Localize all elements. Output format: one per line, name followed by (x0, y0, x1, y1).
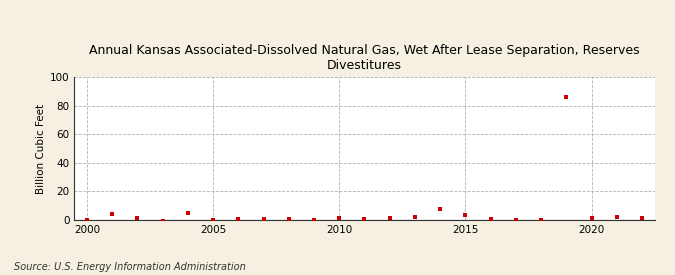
Point (637, 216, 647, 220)
Point (82, 218, 92, 222)
Y-axis label: Billion Cubic Feet: Billion Cubic Feet (36, 103, 46, 194)
Point (485, 216, 496, 221)
Point (233, 217, 244, 221)
Point (587, 216, 597, 220)
Point (208, 218, 219, 223)
Text: Source: U.S. Energy Information Administration: Source: U.S. Energy Information Administ… (14, 262, 245, 272)
Point (410, 215, 421, 219)
Point (258, 217, 269, 221)
Point (384, 216, 395, 220)
Point (157, 219, 168, 223)
Point (284, 216, 294, 221)
Point (132, 216, 142, 220)
Point (536, 218, 547, 223)
Point (359, 217, 370, 221)
Point (510, 218, 521, 223)
Point (182, 211, 193, 215)
Point (334, 216, 345, 220)
Point (435, 206, 446, 211)
Point (612, 215, 622, 219)
Point (107, 212, 117, 216)
Title: Annual Kansas Associated-Dissolved Natural Gas, Wet After Lease Separation, Rese: Annual Kansas Associated-Dissolved Natur… (89, 44, 640, 72)
Point (561, 95, 572, 99)
Point (308, 218, 319, 222)
Point (460, 213, 471, 217)
